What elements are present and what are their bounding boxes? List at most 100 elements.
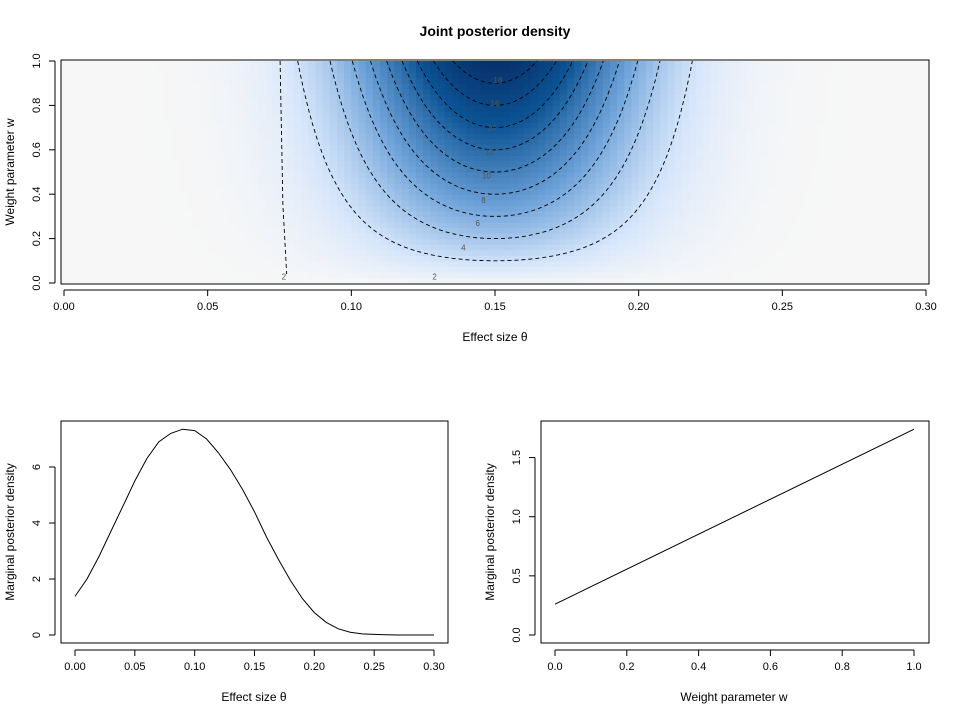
heatmap-cell <box>466 110 475 118</box>
heatmap-cell <box>746 177 755 184</box>
heatmap-cell <box>143 149 151 156</box>
heatmap-cell <box>214 210 223 217</box>
heatmap-cell <box>724 116 733 123</box>
heatmap-cell <box>890 99 898 106</box>
heatmap-cell <box>380 160 388 168</box>
heatmap-cell <box>732 266 740 273</box>
heatmap-cell <box>272 61 281 68</box>
heatmap-cell <box>286 183 295 190</box>
heatmap-cell <box>157 227 166 234</box>
heatmap-cell <box>631 166 640 173</box>
heatmap-cell <box>854 210 862 217</box>
heatmap-cell <box>423 61 431 68</box>
heatmap-cell <box>257 166 266 173</box>
heatmap-cell <box>739 255 748 262</box>
heatmap-cell <box>732 277 740 284</box>
heatmap-cell <box>854 244 862 251</box>
heatmap-cell <box>516 221 525 229</box>
heatmap-cell <box>200 133 209 140</box>
heatmap-cell <box>767 216 776 223</box>
heatmap-cell <box>538 227 546 234</box>
heatmap-cell <box>394 144 403 151</box>
heatmap-cell <box>286 149 295 156</box>
heatmap-cell <box>186 83 194 90</box>
heatmap-cell <box>746 61 755 68</box>
heatmap-cell <box>200 233 209 240</box>
heatmap-cell <box>875 77 884 84</box>
heatmap-cell <box>394 233 403 240</box>
heatmap-cell <box>265 110 273 118</box>
heatmap-cell <box>739 221 748 229</box>
heatmap-cell <box>279 244 288 251</box>
heatmap-cell <box>739 233 748 240</box>
heatmap-cell <box>243 83 252 90</box>
heatmap-cell <box>846 266 855 273</box>
heatmap-cell <box>308 166 317 173</box>
heatmap-cell <box>631 210 640 217</box>
heatmap-cell <box>466 133 475 140</box>
heatmap-cell <box>459 238 467 245</box>
heatmap-cell <box>832 194 841 201</box>
heatmap-cell <box>904 205 913 212</box>
heatmap-cell <box>229 88 237 95</box>
heatmap-cell <box>523 188 532 195</box>
heatmap-cell <box>85 72 94 79</box>
heatmap-cell <box>171 194 180 201</box>
y-axis-bottom-right: 0.00.51.01.5 <box>511 450 536 643</box>
y-axis-bottom-left-tick-label: 4 <box>31 520 43 526</box>
heatmap-cell <box>444 260 453 267</box>
heatmap-cell <box>832 105 841 112</box>
heatmap-cell <box>178 227 187 234</box>
heatmap-cell <box>423 138 431 145</box>
heatmap-cell <box>710 61 719 68</box>
x-axis-bottom-right-tick-label: 0.6 <box>763 661 778 673</box>
heatmap-cell <box>581 277 589 284</box>
heatmap-cell <box>473 277 482 284</box>
heatmap-cell <box>897 122 906 129</box>
heatmap-cell <box>114 244 123 251</box>
heatmap-cell <box>78 61 87 68</box>
heatmap-cell <box>444 138 453 145</box>
heatmap-cell <box>265 199 273 206</box>
heatmap-cell <box>760 88 769 95</box>
heatmap-cell <box>178 105 187 112</box>
heatmap-cell <box>121 255 130 262</box>
heatmap-cell <box>164 61 173 68</box>
heatmap-cell <box>681 199 690 206</box>
heatmap-cell <box>78 144 87 151</box>
heatmap-cell <box>164 277 173 284</box>
heatmap-cell <box>811 127 819 134</box>
heatmap-cell <box>387 183 396 190</box>
heatmap-cell <box>882 216 891 223</box>
heatmap-cell <box>430 88 439 95</box>
heatmap-cell <box>186 199 194 206</box>
heatmap-cell <box>157 105 166 112</box>
heatmap-cell <box>78 271 87 279</box>
heatmap-cell <box>495 266 503 273</box>
heatmap-cell <box>214 199 223 206</box>
heatmap-cell <box>322 110 331 118</box>
heatmap-cell <box>279 144 288 151</box>
heatmap-cell <box>186 172 194 179</box>
heatmap-cell <box>609 99 618 106</box>
heatmap-cell <box>832 133 841 140</box>
heatmap-cell <box>487 166 496 173</box>
heatmap-cell <box>214 166 223 173</box>
heatmap-cell <box>308 66 317 73</box>
heatmap-cell <box>372 160 381 168</box>
heatmap-cell <box>71 94 79 101</box>
heatmap-cell <box>473 99 482 106</box>
heatmap-cell <box>588 105 597 112</box>
heatmap-cell <box>796 127 805 134</box>
heatmap-cell <box>243 133 252 140</box>
heatmap-cell <box>121 133 130 140</box>
heatmap-cell <box>523 116 532 123</box>
heatmap-cell <box>329 266 338 273</box>
heatmap-cell <box>595 172 604 179</box>
heatmap-cell <box>78 216 87 223</box>
heatmap-cell <box>451 255 460 262</box>
heatmap-cell <box>135 160 144 168</box>
heatmap-cell <box>868 210 877 217</box>
heatmap-cell <box>696 94 704 101</box>
heatmap-cell <box>372 138 381 145</box>
